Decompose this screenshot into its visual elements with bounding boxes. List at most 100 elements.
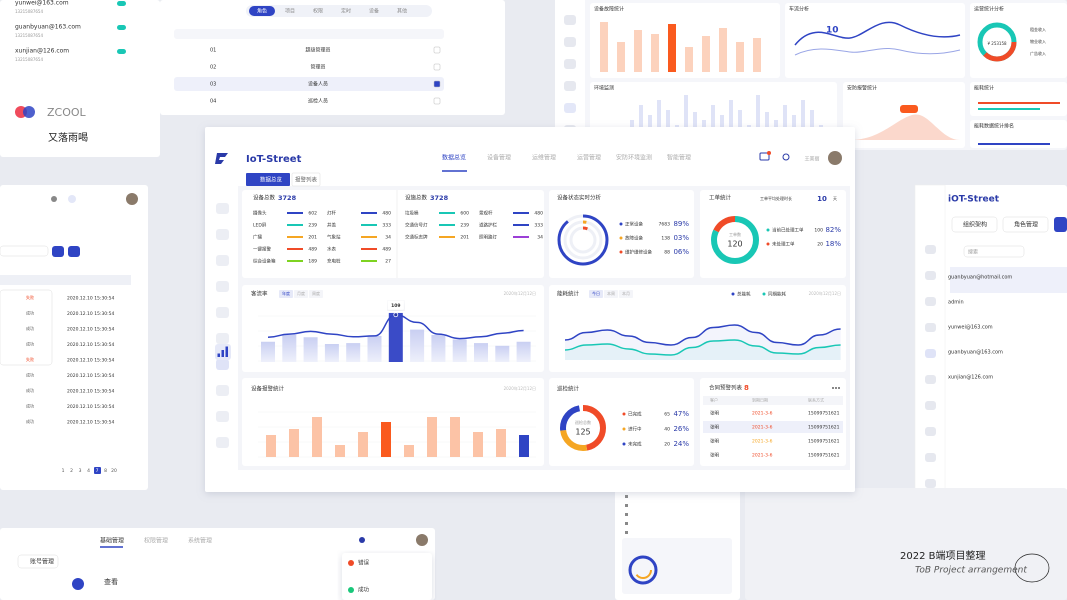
settings-icon [68,195,76,203]
legend-percent: 03% [673,234,689,242]
legend-label: 未处理工单 [772,241,795,248]
item-value: 27 [385,259,391,265]
legend-dot [762,292,766,296]
timestamp: 2020.12.10 15:30:54 [67,389,115,395]
decor-bar [736,42,744,72]
card-title: 巡检统计 [557,385,580,393]
tab-bar [246,5,432,17]
sidebar-icon [925,453,936,462]
decor-bar [634,30,642,72]
button-label: 账号管理 [30,558,54,566]
card [549,190,694,278]
bar [388,312,403,362]
brand-name: ZCOOL [47,106,87,119]
timestamp: 2020.12.10 15:30:54 [67,358,115,364]
chip-label: 本月 [622,290,630,296]
table-cell: 张明 [710,424,719,431]
legend: 广告收入 [1030,50,1046,56]
more-dot [838,387,840,389]
item-value: 600 [460,211,469,217]
bar [381,422,391,457]
sidebar-icon [216,229,229,240]
card-total: 3728 [278,194,297,202]
user-email: xunjian@126.com [15,48,69,55]
legend-dot [766,242,770,246]
logo: IoT-Street [246,154,302,165]
user-name: 王美丽 [804,156,819,163]
legend-label: 同期能耗 [768,291,786,298]
timestamp: 2020.12.10 15:30:54 [67,296,115,302]
table-cell: 2021-3-6 [752,439,773,445]
item-value: 489 [308,247,317,253]
user-email: admin [948,300,964,306]
tab: 项目 [285,9,295,15]
donut-value: 125 [575,428,590,437]
legend-label: 总能耗 [737,291,751,298]
nav-item: 运维管理 [532,154,556,162]
line-point [393,312,399,318]
table-cell: 15099751621 [808,453,840,459]
timestamp: 2020.12.10 15:30:54 [67,404,115,410]
status: 失败 [26,356,34,362]
bar [452,339,467,362]
item-value: 201 [460,235,469,241]
sidebar-icon [216,281,229,292]
sidebar-icon [925,479,936,488]
decor-bar [668,24,676,72]
chip-label: 月度 [297,290,305,296]
item-value: 489 [382,247,391,253]
notify-icon [51,196,57,202]
row-highlight [703,421,843,433]
item-value: 480 [382,211,391,217]
brand-logo [23,106,35,118]
tab: 权限 [313,8,323,15]
card-title: 设备总数 [253,194,276,202]
item-value: 34 [537,235,543,241]
card [700,190,846,278]
decor-bar [639,105,643,140]
item-name: 灯杆 [327,210,336,217]
nav-item: 设备管理 [487,154,511,162]
ring-arc [711,216,759,264]
page-active [94,467,101,474]
chip-label: 今日 [592,290,600,296]
avg-label: 工单平均处理时长 [760,195,792,201]
sidebar-icon [564,15,576,25]
decor-bar [600,22,608,72]
page-number: 20 [111,468,117,474]
page-number: 2 [70,468,73,474]
timestamp: 2020.12.10 15:30:54 [67,311,115,317]
table-cell: 15099751621 [808,411,840,417]
legend-dot [622,442,626,446]
sidebar-icon [925,427,936,436]
bar [410,329,425,362]
tooltip [387,300,404,310]
item-name: LED屏 [253,223,267,229]
tab: 定时 [341,8,351,15]
legend-label: 已完成 [628,411,642,418]
sidebar-icon [925,271,936,280]
user-email: guanbyuan@163.com [15,24,81,31]
card-title: 客流率 [251,290,268,298]
decor-bar [657,100,661,140]
sidebar-icon-glyph [221,350,224,357]
button-label: 组织架构 [963,221,987,229]
org-panel [915,185,1067,492]
item-name: 充电桩 [327,258,341,265]
sidebar-icon [925,323,936,332]
decor-line [794,21,961,46]
timestamp: 2020.12.10 15:30:54 [67,327,115,333]
status: 成功 [26,387,34,393]
sidebar-icon [216,333,229,344]
table-cell: 张明 [710,438,719,445]
more-dot [832,387,834,389]
nav-item: 运营管理 [577,154,601,162]
badge [767,151,771,155]
donut-label: 巡检总数 [575,419,591,425]
user-email: guanbyuan@163.com [948,350,1003,356]
item-value: 333 [382,223,391,229]
bar [496,429,506,457]
decor-bar [666,110,670,140]
item-name: 摄像头 [253,210,267,217]
timestamp: 2020.12.10 15:30:54 [67,342,115,348]
